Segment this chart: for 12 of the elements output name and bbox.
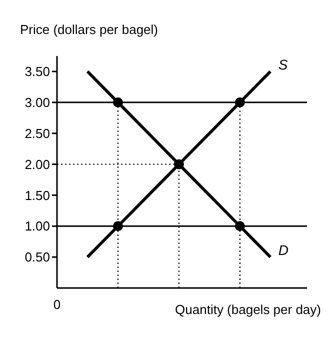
y-tick-label: 2.50 <box>24 126 50 141</box>
y-tick-label: 2.00 <box>24 156 50 172</box>
y-tick-label: 0.50 <box>24 250 50 265</box>
series-label: D <box>278 242 289 258</box>
x-axis-title: Quantity (bagels per day) <box>175 302 321 317</box>
series-label: S <box>278 56 288 72</box>
x-tick-label: 0 <box>53 297 61 312</box>
y-tick-label: 3.00 <box>24 95 50 110</box>
y-axis-title: Price (dollars per bagel) <box>20 22 158 37</box>
y-tick-label: 1.50 <box>24 188 50 203</box>
y-tick-label: 3.50 <box>24 64 50 80</box>
y-tick-label: 1.00 <box>24 218 50 234</box>
